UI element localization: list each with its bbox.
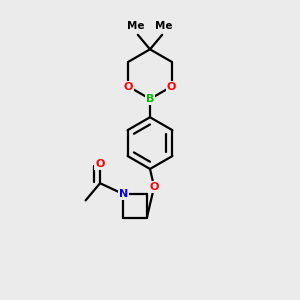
Text: Me: Me bbox=[127, 21, 145, 31]
Text: Me: Me bbox=[155, 21, 173, 31]
Text: N: N bbox=[119, 189, 128, 199]
Text: B: B bbox=[146, 94, 154, 104]
Text: O: O bbox=[149, 182, 159, 192]
Text: O: O bbox=[95, 159, 105, 169]
Text: O: O bbox=[167, 82, 176, 92]
Text: O: O bbox=[124, 82, 133, 92]
